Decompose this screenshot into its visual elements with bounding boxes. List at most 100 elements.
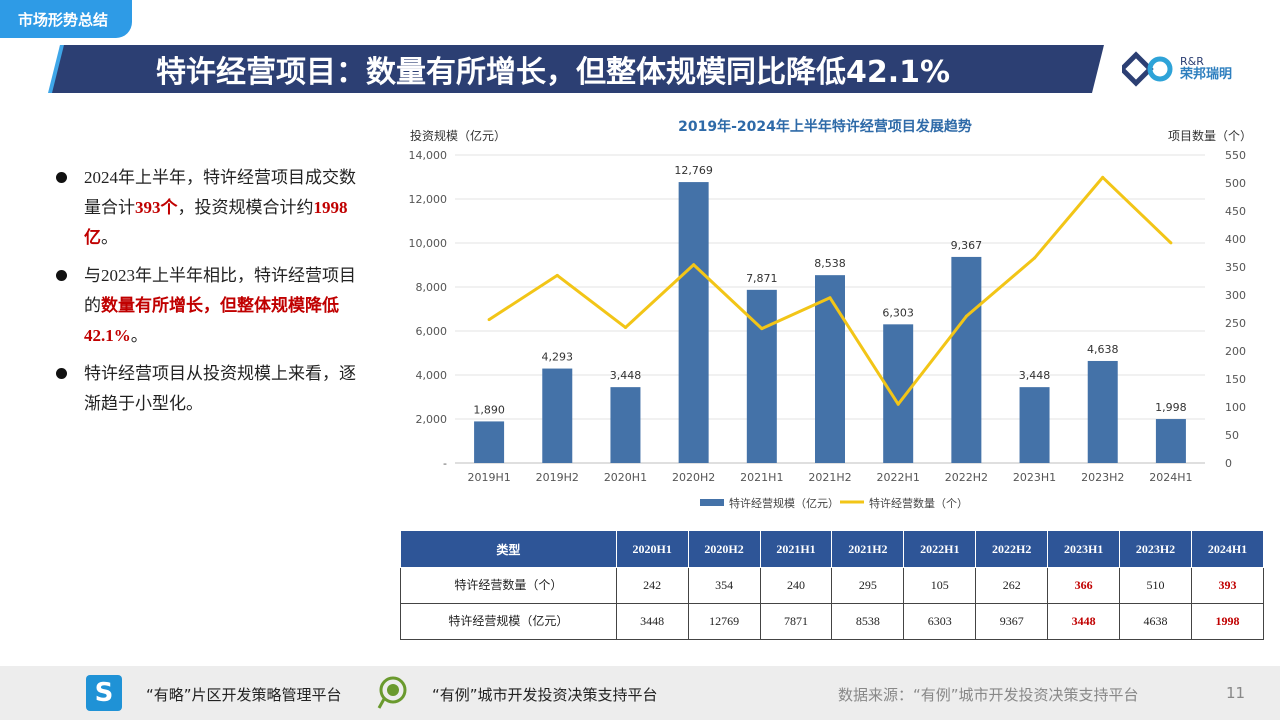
- bullet-dot: [56, 368, 67, 379]
- x-tick-label: 2022H2: [945, 471, 988, 484]
- table-header-cell: 2020H2: [687, 530, 761, 568]
- bar-data-label: 3,448: [1019, 369, 1050, 382]
- bullet-highlight: 1998亿: [84, 198, 348, 247]
- y-right-tick: 350: [1225, 261, 1246, 274]
- legend-bar-swatch: [700, 499, 724, 506]
- line-point: [964, 314, 968, 318]
- legend-line-label: 特许经营数量（个）: [869, 496, 968, 510]
- row-label: 特许经营规模（亿元）: [400, 603, 617, 640]
- table-cell: 6303: [903, 603, 977, 640]
- bullet-list: 2024年上半年，特许经营项目成交数量合计393个，投资规模合计约1998亿。 …: [52, 163, 372, 427]
- decision-platform-icon: [377, 676, 407, 709]
- x-tick-label: 2021H2: [808, 471, 851, 484]
- logo-icon: [1122, 51, 1173, 87]
- table-cell: 393: [1190, 567, 1265, 604]
- table-cell: 295: [831, 567, 905, 604]
- y-right-tick: 50: [1225, 429, 1239, 442]
- bar-data-label: 1,890: [473, 403, 505, 416]
- table-header-cell: 2023H2: [1119, 530, 1192, 568]
- bullet-item: 2024年上半年，特许经营项目成交数量合计393个，投资规模合计约1998亿。: [52, 163, 372, 253]
- table-header-cell: 类型: [400, 530, 617, 568]
- table-cell: 12769: [687, 603, 761, 640]
- table-row: 特许经营规模（亿元） 3448 12769 7871 8538 6303 936…: [400, 603, 1265, 640]
- y-right-tick: 550: [1225, 149, 1246, 162]
- y-right-tick: 250: [1225, 317, 1246, 330]
- table-cell: 242: [615, 567, 689, 604]
- logo-en: R&R: [1180, 54, 1204, 68]
- y-left-tick: -: [443, 457, 447, 470]
- bar-data-label: 12,769: [674, 164, 713, 177]
- table-header-cell: 2022H2: [975, 530, 1049, 568]
- x-tick-label: 2023H2: [1081, 471, 1124, 484]
- bar-data-label: 3,448: [610, 369, 642, 382]
- table-header-cell: 2024H1: [1190, 530, 1265, 568]
- line-point: [487, 318, 491, 322]
- x-tick-label: 2023H1: [1013, 471, 1056, 484]
- bullet-text: 与2023年上半年相比，特许经营项目的: [84, 266, 356, 315]
- bar-data-label: 1,998: [1155, 401, 1187, 414]
- bar: [883, 324, 914, 463]
- y-right-tick: 100: [1225, 401, 1246, 414]
- table-cell: 4638: [1119, 603, 1192, 640]
- y-left-tick: 6,000: [416, 325, 448, 338]
- table-cell: 9367: [975, 603, 1049, 640]
- bar-data-label: 4,293: [542, 351, 574, 364]
- table-header-cell: 2022H1: [903, 530, 977, 568]
- line-point: [623, 325, 627, 329]
- bar: [951, 256, 982, 463]
- bar-data-label: 9,367: [951, 239, 983, 252]
- footer: S “有略”片区开发策略管理平台 “有例”城市开发投资决策支持平台 数据来源：“…: [0, 666, 1280, 720]
- table-cell: 3448: [1047, 603, 1121, 640]
- section-tab: 市场形势总结: [0, 0, 132, 38]
- table-header-cell: 2020H1: [615, 530, 689, 568]
- y-left-tick: 8,000: [416, 281, 448, 294]
- x-tick-label: 2020H2: [672, 471, 715, 484]
- bullet-highlight: 数量有所增长，但整体规模降低42.1%: [84, 296, 339, 345]
- table-cell: 510: [1119, 567, 1192, 604]
- table-cell: 8538: [831, 603, 905, 640]
- bullet-item: 与2023年上半年相比，特许经营项目的数量有所增长，但整体规模降低42.1%。: [52, 261, 372, 351]
- bullet-text: 2024年上半年，特许经营项目成交数量合计: [84, 168, 356, 217]
- table-cell: 105: [903, 567, 977, 604]
- y-right-tick: 0: [1225, 457, 1232, 470]
- data-source: 数据来源：“有例”城市开发投资决策支持平台: [838, 686, 1139, 704]
- y-left-tick: 4,000: [416, 369, 448, 382]
- footer-platform-2: “有例”城市开发投资决策支持平台: [432, 686, 658, 704]
- y-right-tick: 500: [1225, 177, 1246, 190]
- bar: [1019, 387, 1050, 463]
- y-axis-left-label: 投资规模（亿元）: [410, 128, 506, 143]
- line-point: [1033, 256, 1037, 260]
- y-axis-right-label: 项目数量（个）: [1168, 128, 1252, 143]
- line-point: [896, 402, 900, 406]
- trend-chart: 2019年-2024年上半年特许经营项目发展趋势 投资规模（亿元） 项目数量（个） -…: [400, 110, 1280, 520]
- bullet-text: 特许经营项目从投资规模上来看，逐渐趋于小型化。: [84, 364, 356, 413]
- row-label: 特许经营数量（个）: [400, 567, 617, 604]
- table-cell: 262: [975, 567, 1049, 604]
- bar: [1155, 419, 1186, 463]
- table-cell: 7871: [759, 603, 833, 640]
- x-tick-label: 2022H1: [877, 471, 920, 484]
- table-row: 特许经营数量（个） 242 354 240 295 105 262 366 51…: [400, 567, 1265, 604]
- bullet-text: ，投资规模合计约: [177, 198, 314, 217]
- x-tick-label: 2021H1: [740, 471, 783, 484]
- bar: [542, 368, 573, 463]
- y-left-tick: 14,000: [409, 149, 448, 162]
- table-header-cell: 2021H2: [831, 530, 905, 568]
- y-left-tick: 2,000: [416, 413, 448, 426]
- line-point: [828, 296, 832, 300]
- y-right-tick: 300: [1225, 289, 1246, 302]
- y-left-tick: 10,000: [409, 237, 448, 250]
- x-tick-label: 2019H2: [536, 471, 579, 484]
- table-cell: 354: [687, 567, 761, 604]
- legend-bar-label: 特许经营规模（亿元）: [729, 496, 839, 510]
- logo-cn: 荣邦瑞明: [1180, 66, 1233, 82]
- bullet-text: 。: [101, 228, 118, 247]
- page-title: 特许经营项目：数量有所增长，但整体规模同比降低42.1%: [156, 55, 951, 90]
- y-right-tick: 150: [1225, 373, 1246, 386]
- y-right-tick: 400: [1225, 233, 1246, 246]
- bullet-dot: [56, 270, 67, 281]
- line-point: [555, 273, 559, 277]
- y-right-tick: 200: [1225, 345, 1246, 358]
- bar: [474, 421, 505, 463]
